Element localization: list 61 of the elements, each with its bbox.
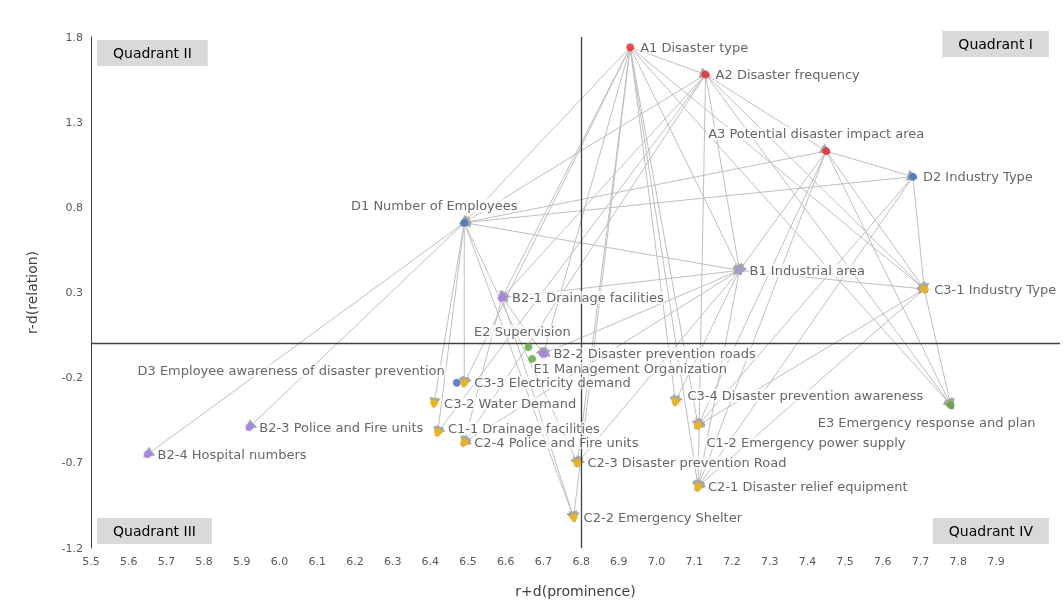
data-label: D3 Employee awareness of disaster prevention bbox=[137, 363, 445, 379]
x-tick-label: 6.8 bbox=[572, 555, 590, 568]
data-label: D1 Number of Employees bbox=[350, 197, 518, 213]
x-tick-label: 7.5 bbox=[836, 555, 854, 568]
x-tick-label: 6.4 bbox=[421, 555, 440, 568]
data-label: A3 Potential disaster impact area bbox=[708, 126, 925, 142]
x-tick-label: 6.5 bbox=[459, 555, 477, 568]
x-tick-label: 7.4 bbox=[798, 555, 817, 568]
data-label: C2-3 Disaster prevention Road bbox=[587, 455, 787, 471]
annotation: Quadrant II bbox=[113, 45, 192, 61]
x-tick-label: 7.0 bbox=[647, 555, 666, 568]
data-label: A2 Disaster frequency bbox=[715, 66, 861, 82]
x-tick-label: 5.8 bbox=[195, 555, 213, 568]
x-tick-label: 7.1 bbox=[685, 555, 704, 568]
y-tick-label: 0.3 bbox=[65, 286, 83, 299]
y-tick-label: 1.8 bbox=[65, 30, 83, 44]
x-tick-label: 6.2 bbox=[346, 555, 364, 568]
annotation: Quadrant III bbox=[113, 523, 196, 539]
annotation: Quadrant IV bbox=[948, 523, 1034, 539]
data-label: C2-2 Emergency Shelter bbox=[583, 509, 743, 525]
x-tick-label: 6.7 bbox=[534, 555, 553, 568]
x-tick-label: 6.1 bbox=[308, 555, 326, 568]
data-label: D2 Industry Type bbox=[922, 169, 1033, 185]
x-tick-label: 7.8 bbox=[949, 555, 967, 568]
x-axis-title: r+d(prominence) bbox=[515, 583, 636, 599]
data-label: A1 Disaster type bbox=[640, 39, 749, 55]
data-label: B2-1 Drainage facilities bbox=[511, 290, 665, 306]
data-label: C2-1 Disaster relief equipment bbox=[708, 479, 908, 495]
data-label: B1 Industrial area bbox=[749, 262, 865, 278]
data-label: C3-4 Disaster prevention awareness bbox=[687, 388, 924, 404]
x-tick-label: 7.2 bbox=[723, 555, 741, 568]
y-tick-label: -0.7 bbox=[61, 456, 83, 470]
x-tick-label: 6.3 bbox=[383, 555, 402, 568]
y-tick-label: -0.2 bbox=[61, 371, 83, 385]
data-label: C3-3 Electricity demand bbox=[474, 375, 631, 391]
data-label: C3-2 Water Demand bbox=[444, 395, 577, 411]
y-tick-label: 0.8 bbox=[65, 200, 83, 214]
data-label: C1-2 Emergency power supply bbox=[706, 435, 906, 451]
x-tick-label: 5.5 bbox=[82, 555, 100, 568]
y-tick-label: 1.3 bbox=[65, 115, 83, 129]
x-tick-label: 5.9 bbox=[233, 555, 251, 568]
x-tick-label: 5.6 bbox=[119, 555, 138, 568]
data-label: E1 Management Organization bbox=[533, 360, 727, 376]
data-label: B2-2 Disaster prevention roads bbox=[553, 346, 756, 362]
x-tick-label: 7.9 bbox=[987, 555, 1005, 568]
x-tick-label: 7.3 bbox=[760, 555, 779, 568]
data-label: B2-4 Hospital numbers bbox=[157, 446, 307, 462]
y-axis-title: r-d(relation) bbox=[24, 250, 40, 335]
x-tick-label: 7.6 bbox=[874, 555, 892, 568]
x-tick-label: 6.0 bbox=[270, 555, 289, 568]
x-tick-label: 7.7 bbox=[911, 555, 930, 568]
data-label: C1-1 Drainage facilities bbox=[447, 420, 601, 436]
x-tick-label: 5.7 bbox=[157, 555, 176, 568]
data-label: E3 Emergency response and plan bbox=[817, 414, 1036, 430]
x-tick-label: 6.6 bbox=[497, 555, 515, 568]
data-label: C3-1 Industry Type bbox=[934, 281, 1057, 297]
data-label: E2 Supervision bbox=[474, 324, 571, 340]
x-tick-label: 6.9 bbox=[610, 555, 628, 568]
y-tick-label: -1.2 bbox=[61, 541, 83, 555]
data-label: B2-3 Police and Fire units bbox=[259, 419, 424, 435]
annotation: Quadrant I bbox=[958, 36, 1034, 52]
